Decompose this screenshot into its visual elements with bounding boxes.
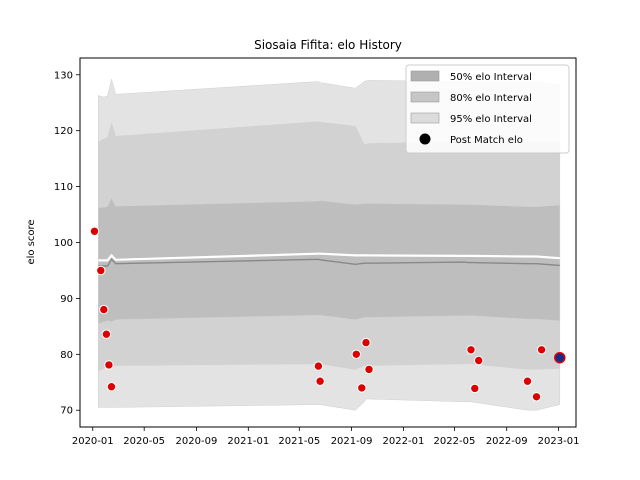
series-line-1	[98, 252, 560, 262]
legend-label: 50% elo Interval	[450, 72, 532, 83]
post-match-point	[104, 360, 114, 370]
x-tick-label: 2021-09	[331, 436, 373, 447]
post-match-point	[470, 383, 480, 394]
legend-box	[405, 64, 570, 154]
post-match-point	[351, 349, 361, 359]
x-tick-label: 2021-01	[227, 436, 269, 447]
y-tick-label: 130	[54, 70, 73, 81]
x-tick-label: 2020-09	[176, 436, 218, 447]
post-match-point	[96, 265, 106, 276]
elo-lines	[98, 252, 560, 267]
y-axis: 70 80 90 100 110 120 130	[54, 70, 80, 417]
x-tick-label: 2023-01	[538, 436, 580, 447]
post-match-point	[522, 376, 533, 386]
legend-marker	[419, 133, 431, 145]
y-axis-label: elo score	[26, 219, 37, 264]
y-tick-label: 100	[54, 238, 73, 249]
x-tick-label: 2022-05	[434, 436, 476, 447]
post-match-point	[466, 345, 476, 355]
post-match-points	[89, 226, 566, 402]
post-match-point	[106, 382, 117, 392]
y-tick-label: 70	[60, 406, 73, 417]
legend-label: Post Match elo	[450, 135, 523, 146]
legend-swatch	[410, 70, 440, 82]
post-match-point	[474, 355, 484, 366]
post-match-point	[89, 226, 100, 237]
y-tick-label: 110	[54, 182, 73, 193]
x-tick-label: 2021-05	[278, 436, 320, 447]
post-match-point	[364, 364, 374, 375]
x-tick-label: 2022-01	[383, 436, 425, 447]
post-match-point	[315, 376, 325, 386]
y-tick-label: 80	[60, 350, 73, 361]
legend-swatch	[410, 112, 440, 124]
x-tick-label: 2020-05	[123, 436, 165, 447]
legend: 50% elo Interval 80% elo Interval 95% elo …	[405, 64, 570, 154]
legend-label: 80% elo Interval	[450, 93, 532, 104]
post-match-point	[531, 392, 542, 402]
x-tick-label: 2022-09	[486, 436, 528, 447]
x-tick-label: 2020-01	[72, 436, 114, 447]
post-match-point	[357, 383, 367, 393]
y-tick-label: 120	[54, 126, 73, 137]
post-match-point	[99, 304, 109, 315]
post-match-point	[313, 361, 324, 371]
x-axis: 2020-01 2020-05 2020-09 2021-01 2021-05 2021-…	[72, 427, 580, 447]
legend-swatch	[410, 91, 440, 103]
series-line-2	[98, 258, 560, 267]
legend-label: 95% elo Interval	[450, 114, 532, 125]
post-match-point	[536, 345, 547, 355]
post-match-point	[101, 329, 112, 339]
chart-title: Siosaia Fifita: elo History	[254, 38, 402, 52]
post-match-point	[361, 337, 371, 348]
latest-elo-point	[554, 351, 566, 364]
y-tick-label: 90	[60, 294, 73, 305]
